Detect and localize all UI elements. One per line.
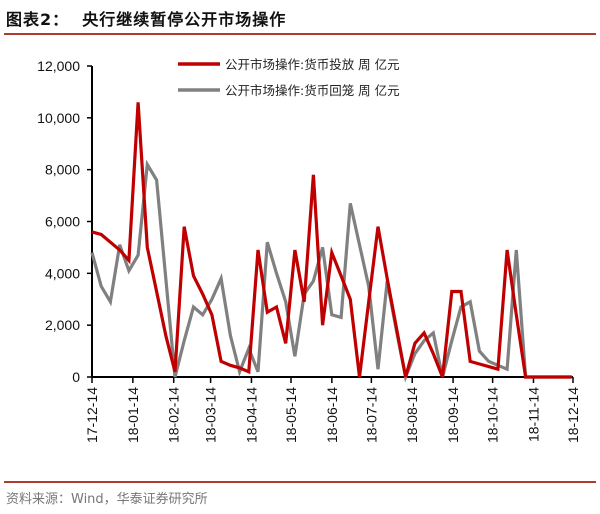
y-tick-label: 6,000 [45, 214, 80, 230]
x-tick-label: 18-11-14 [525, 387, 541, 442]
y-tick-label: 8,000 [45, 162, 80, 178]
x-tick-label: 18-10-14 [485, 387, 501, 443]
x-tick-label: 18-05-14 [283, 387, 299, 443]
x-tick-label: 18-08-14 [404, 387, 420, 443]
series-line-withdrawal [90, 159, 572, 383]
series-line-injection [91, 102, 572, 379]
axes: 0 2,000 4,000 6,000 8,000 10,000 12,000 17-12-1… [37, 58, 581, 443]
x-tick-label: 18-09-14 [445, 387, 461, 443]
x-tick-label: 18-12-14 [565, 387, 581, 443]
x-tick-label: 18-02-14 [166, 387, 182, 443]
y-tick-label: 4,000 [45, 265, 80, 281]
y-tick-label: 12,000 [37, 58, 80, 74]
y-tick-label: 0 [72, 369, 80, 385]
x-tick-label: 18-06-14 [324, 387, 340, 443]
y-tick-label: 2,000 [45, 317, 80, 333]
legend-label: 公开市场操作:货币投放 周 亿元 [225, 57, 400, 72]
legend-label: 公开市场操作:货币回笼 周 亿元 [225, 83, 400, 98]
x-tick-label: 18-04-14 [243, 387, 259, 443]
title-divider [4, 33, 596, 35]
source-divider [4, 481, 596, 483]
chart-title: 图表2： 央行继续暂停公开市场操作 [6, 10, 287, 29]
x-tick-label: 17-12-14 [84, 387, 100, 443]
source-note: 资料来源：Wind，华泰证券研究所 [6, 492, 208, 507]
y-tick-label: 10,000 [37, 110, 80, 126]
x-tick-label: 18-01-14 [125, 387, 141, 443]
x-tick-label: 18-03-14 [203, 387, 219, 443]
series-lines [90, 102, 572, 383]
line-chart: 0 2,000 4,000 6,000 8,000 10,000 12,000 17-12-1… [37, 57, 581, 443]
x-tick-label: 18-07-14 [363, 387, 379, 443]
